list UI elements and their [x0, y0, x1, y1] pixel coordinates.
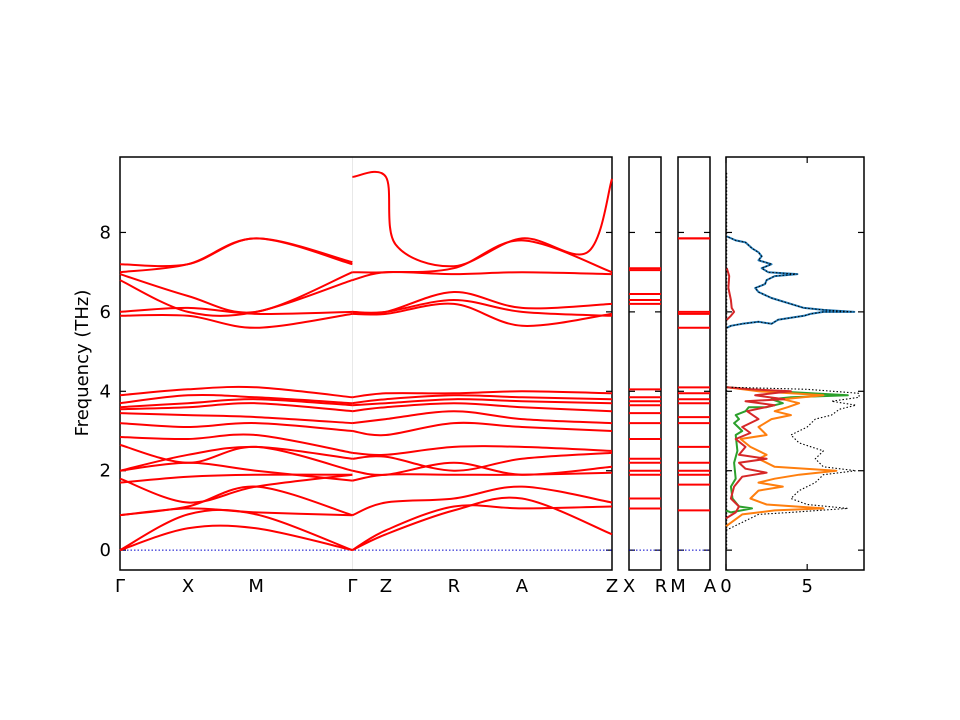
dos-series-4 — [725, 267, 736, 321]
band-line-right-16 — [352, 290, 613, 315]
band-line-left-17 — [119, 306, 353, 315]
y-tick-label: 0 — [100, 540, 111, 561]
band-line-left-15 — [119, 385, 353, 399]
k-point-label: R — [448, 576, 461, 597]
y-tick-label: 4 — [100, 381, 111, 402]
k-point-label: Γ — [115, 576, 125, 597]
band-line-left-0 — [119, 524, 353, 552]
y-tick-label: 6 — [100, 302, 111, 323]
y-tick-label: 2 — [100, 461, 111, 482]
band-line-left-14 — [119, 393, 353, 405]
band-line-right-6 — [352, 451, 613, 472]
band-line-left-10 — [119, 422, 353, 432]
band-line-left-3 — [119, 485, 353, 517]
band-line-right-2 — [351, 504, 613, 551]
k-point-label: X — [182, 576, 194, 597]
band-line-right-3 — [352, 485, 613, 517]
k-point-label: Z — [606, 576, 618, 597]
band-line-left-6 — [119, 461, 353, 482]
k-point-label: R — [655, 576, 668, 597]
band-line-left-5 — [119, 473, 353, 484]
y-axis-label: Frequency (THz) — [72, 290, 93, 437]
band-line-right-1 — [351, 496, 613, 552]
band-line-right-12 — [352, 394, 613, 405]
xr-panel-frame — [628, 156, 662, 571]
band-line-left-1 — [119, 508, 353, 552]
band-line-right-13 — [352, 390, 613, 399]
dos-tick-label: 5 — [801, 576, 812, 597]
k-point-label: M — [248, 576, 264, 597]
y-tick-label: 8 — [100, 222, 111, 243]
k-point-label: A — [704, 576, 717, 597]
dos-tick-label: 0 — [720, 576, 731, 597]
band-line-left-18 — [119, 279, 353, 317]
band-line-left-21 — [119, 237, 353, 268]
band-line-right-9 — [352, 410, 613, 425]
dos-series-0-overlay — [726, 235, 855, 329]
band-line-left-9 — [119, 433, 353, 454]
dos-series-5 — [725, 386, 860, 531]
band-line-left-20 — [119, 237, 353, 274]
band-line-left-16 — [119, 312, 353, 329]
band-line-left-4 — [119, 473, 353, 504]
band-line-left-8 — [119, 443, 353, 472]
band-line-left-12 — [119, 402, 353, 413]
dos-series-0 — [726, 235, 856, 329]
band-line-right-5 — [352, 461, 613, 476]
ma-panel-frame — [677, 156, 711, 571]
band-line-right-0 — [352, 170, 613, 268]
band-line-left-13 — [119, 398, 353, 409]
band-panel-main: 0 2 4 6 8 Γ X M Γ Z R A Z — [100, 156, 618, 597]
k-point-label: Z — [380, 576, 392, 597]
band-line-right-17 — [352, 271, 613, 282]
band-line-left-19 — [119, 271, 353, 314]
main-panel-frame — [119, 156, 613, 571]
k-point-label: X — [623, 576, 635, 597]
k-point-label: Γ — [347, 576, 357, 597]
k-point-label: M — [670, 576, 686, 597]
band-line-right-18 — [352, 239, 613, 274]
dos-series-3 — [725, 386, 792, 520]
band-line-right-14 — [352, 302, 613, 327]
band-line-right-7 — [352, 445, 613, 457]
dos-series-2 — [725, 386, 838, 528]
k-point-label: A — [516, 576, 529, 597]
band-line-right-8 — [352, 421, 613, 437]
band-line-left-7 — [119, 445, 353, 472]
band-line-left-11 — [119, 412, 353, 425]
dos-panel-frame — [725, 156, 865, 571]
band-line-right-11 — [352, 398, 613, 407]
band-line-right-10 — [352, 402, 613, 413]
